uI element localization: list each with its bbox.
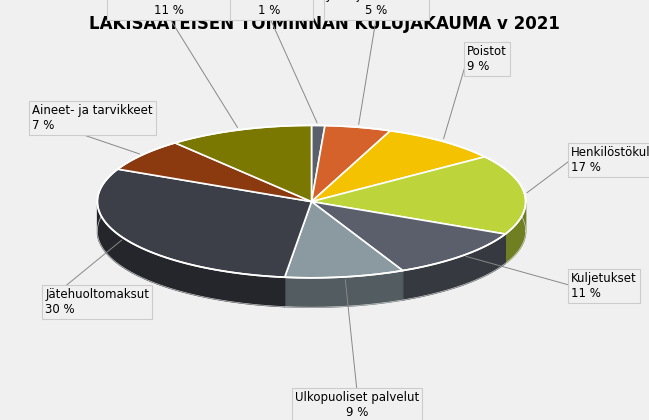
Polygon shape — [506, 202, 526, 263]
Polygon shape — [312, 202, 506, 270]
Polygon shape — [403, 234, 506, 300]
Text: Aineet- ja tarvikkeet
7 %: Aineet- ja tarvikkeet 7 % — [32, 104, 153, 131]
Polygon shape — [312, 131, 485, 202]
Polygon shape — [117, 143, 312, 202]
Text: LAKISÄÄTEISEN TOIMINNAN KULUJAKAUMA v 2021: LAKISÄÄTEISEN TOIMINNAN KULUJAKAUMA v 20… — [89, 13, 560, 33]
Polygon shape — [285, 270, 403, 307]
Text: Jäte- ja tuloverot
5 %: Jäte- ja tuloverot 5 % — [327, 0, 426, 17]
Text: Henkilöstökulut
17 %: Henkilöstökulut 17 % — [571, 146, 649, 173]
Text: Poistot
9 %: Poistot 9 % — [467, 45, 507, 73]
Polygon shape — [312, 125, 325, 202]
Polygon shape — [285, 202, 403, 278]
Text: Jätehuoltomaksut
30 %: Jätehuoltomaksut 30 % — [45, 289, 149, 316]
Polygon shape — [97, 205, 285, 307]
Polygon shape — [175, 125, 312, 202]
Text: Kuljetukset
11 %: Kuljetukset 11 % — [571, 272, 637, 299]
Text: Rahoituskulut
1 %: Rahoituskulut 1 % — [228, 0, 310, 17]
Polygon shape — [312, 126, 390, 202]
Polygon shape — [312, 157, 526, 234]
Text: Ulkopuoliset palvelut
9 %: Ulkopuoliset palvelut 9 % — [295, 391, 419, 419]
Polygon shape — [97, 169, 312, 277]
Text: Muut liiketoiminnan
kulut
11 %: Muut liiketoiminnan kulut 11 % — [110, 0, 227, 17]
